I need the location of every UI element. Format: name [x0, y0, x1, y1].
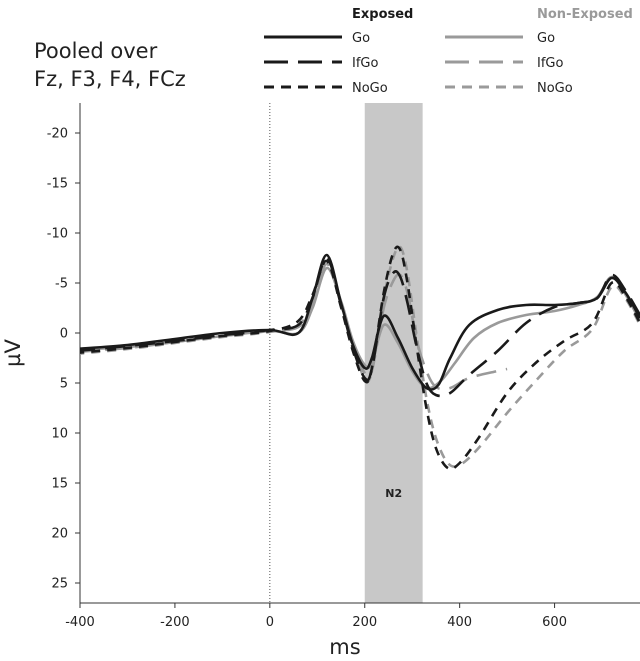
legend-heading-exposed: Exposed [352, 7, 414, 22]
y-tick-label: -20 [47, 127, 68, 142]
annotation-line-2: Fz, F3, F4, FCz [34, 67, 186, 91]
y-tick-label: -15 [47, 177, 68, 192]
annotation-line-1: Pooled over [34, 39, 158, 63]
y-axis-title: µV [1, 339, 25, 367]
y-tick-label: -10 [47, 227, 68, 242]
series-layer [80, 245, 640, 471]
y-tick-label: 15 [51, 477, 68, 492]
series-line-exposed-ifgo [80, 256, 640, 398]
legend-layer: Go IfGo NoGo Go IfGo NoGo [264, 31, 573, 96]
y-tick-label: -5 [55, 277, 68, 292]
x-tick-label: 600 [542, 615, 567, 630]
n2-region-label: N2 [385, 487, 402, 500]
legend-heading-non-exposed: Non-Exposed [537, 7, 633, 22]
x-axis-title: ms [329, 635, 360, 659]
axes-layer: -20 -15 -10 -5 0 5 10 15 20 25 -400 -200 0 200 400 600 m… [1, 103, 640, 659]
series-line-non-exposed-go [80, 266, 640, 390]
legend-label-exposed-go: Go [352, 31, 370, 46]
y-tick-label: 0 [60, 327, 68, 342]
x-tick-label: 0 [266, 615, 274, 630]
legend-label-non-exposed-ifgo: IfGo [537, 56, 563, 71]
y-tick-label: 25 [51, 577, 68, 592]
series-line-exposed-nogo [80, 245, 640, 471]
y-tick-label: 5 [60, 377, 68, 392]
x-tick-label: -200 [160, 615, 190, 630]
legend-label-exposed-nogo: NoGo [352, 81, 388, 96]
x-tick-label: 200 [352, 615, 377, 630]
legend-label-exposed-ifgo: IfGo [352, 56, 378, 71]
y-tick-label: 20 [51, 527, 68, 542]
y-tick-label: 10 [51, 427, 68, 442]
x-tick-label: -400 [65, 615, 95, 630]
x-tick-label: 400 [447, 615, 472, 630]
legend-label-non-exposed-nogo: NoGo [537, 81, 573, 96]
series-line-non-exposed-nogo [80, 245, 640, 468]
series-line-exposed-go [80, 253, 640, 391]
legend-label-non-exposed-go: Go [537, 31, 555, 46]
